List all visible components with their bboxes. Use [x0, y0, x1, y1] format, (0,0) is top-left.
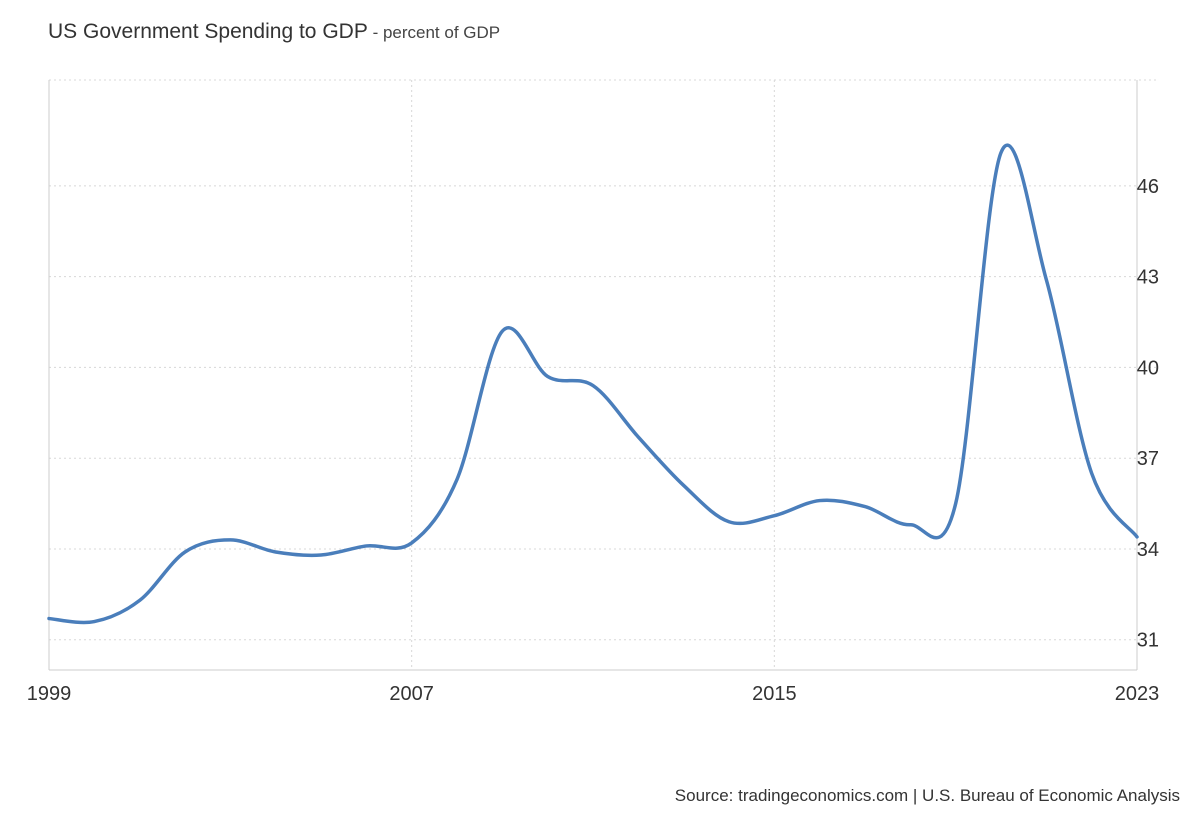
y-tick-label: 43	[1137, 267, 1159, 289]
title-separator: -	[367, 23, 383, 42]
x-tick-label: 1999	[27, 683, 72, 705]
x-tick-label: 2015	[752, 683, 797, 705]
series-layer	[47, 143, 1139, 625]
line-chart: 31 34 37 40 43 46 1999 2007 2015 2023	[27, 79, 1160, 705]
series-line-0	[47, 143, 1139, 625]
y-tick-label: 37	[1137, 448, 1159, 470]
x-tick-label: 2007	[389, 683, 434, 705]
y-tick-label: 31	[1137, 630, 1159, 652]
source-credit: Source: tradingeconomics.com | U.S. Bure…	[674, 786, 1180, 805]
x-tick-label: 2023	[1115, 683, 1160, 705]
chart-title: US Government Spending to GDP	[48, 20, 368, 43]
grid-layer	[48, 79, 1157, 670]
y-tick-label: 46	[1137, 176, 1159, 198]
chart-title-block: US Government Spending to GDP - percent …	[48, 20, 500, 44]
y-tick-label: 40	[1137, 357, 1159, 379]
y-tick-label: 34	[1137, 539, 1159, 561]
chart-subtitle: percent of GDP	[382, 23, 501, 42]
tick-label-layer: 31 34 37 40 43 46 1999 2007 2015 2023	[27, 176, 1160, 705]
